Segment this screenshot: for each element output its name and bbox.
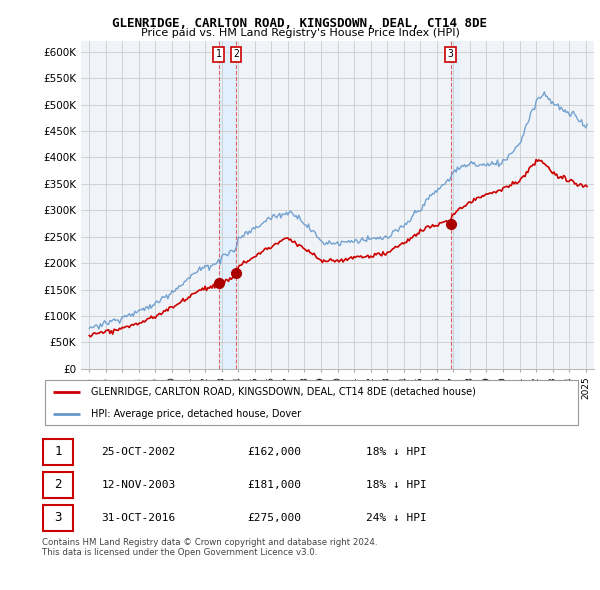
- Bar: [451, 41, 459, 369]
- Text: 12-NOV-2003: 12-NOV-2003: [101, 480, 176, 490]
- Text: 18% ↓ HPI: 18% ↓ HPI: [366, 480, 427, 490]
- Text: GLENRIDGE, CARLTON ROAD, KINGSDOWN, DEAL, CT14 8DE (detached house): GLENRIDGE, CARLTON ROAD, KINGSDOWN, DEAL…: [91, 386, 475, 396]
- Text: 2: 2: [55, 478, 62, 491]
- Text: HPI: Average price, detached house, Dover: HPI: Average price, detached house, Dove…: [91, 409, 301, 419]
- Text: 24% ↓ HPI: 24% ↓ HPI: [366, 513, 427, 523]
- FancyBboxPatch shape: [43, 505, 73, 531]
- Text: 31-OCT-2016: 31-OCT-2016: [101, 513, 176, 523]
- FancyBboxPatch shape: [43, 439, 73, 465]
- Text: 3: 3: [55, 512, 62, 525]
- Text: £275,000: £275,000: [247, 513, 301, 523]
- Text: 18% ↓ HPI: 18% ↓ HPI: [366, 447, 427, 457]
- FancyBboxPatch shape: [45, 380, 578, 425]
- Text: 2: 2: [233, 50, 239, 60]
- Text: 25-OCT-2002: 25-OCT-2002: [101, 447, 176, 457]
- Text: £181,000: £181,000: [247, 480, 301, 490]
- Text: 1: 1: [216, 50, 221, 60]
- Text: Contains HM Land Registry data © Crown copyright and database right 2024.
This d: Contains HM Land Registry data © Crown c…: [42, 538, 377, 558]
- Text: 1: 1: [55, 445, 62, 458]
- Text: Price paid vs. HM Land Registry's House Price Index (HPI): Price paid vs. HM Land Registry's House …: [140, 28, 460, 38]
- Bar: [218, 41, 236, 369]
- FancyBboxPatch shape: [43, 472, 73, 498]
- Text: GLENRIDGE, CARLTON ROAD, KINGSDOWN, DEAL, CT14 8DE: GLENRIDGE, CARLTON ROAD, KINGSDOWN, DEAL…: [113, 17, 487, 30]
- Text: £162,000: £162,000: [247, 447, 301, 457]
- Text: 3: 3: [448, 50, 454, 60]
